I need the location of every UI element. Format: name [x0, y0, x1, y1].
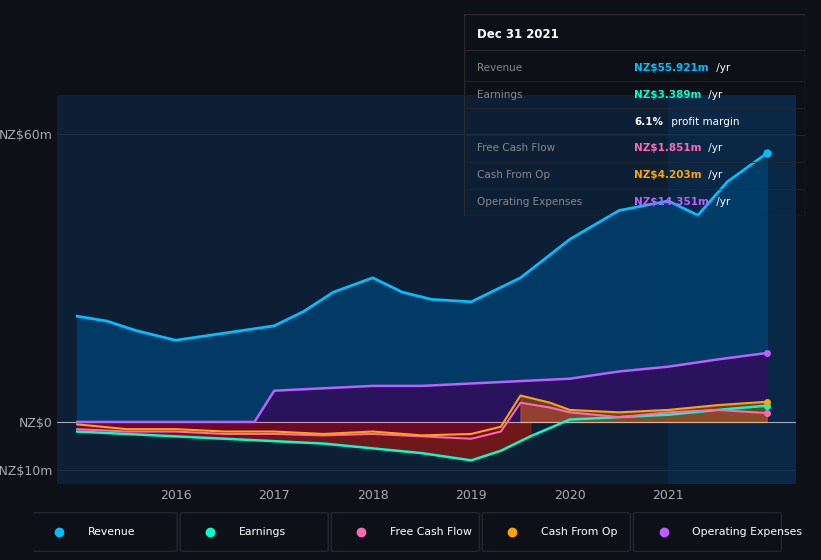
Text: NZ$55.921m: NZ$55.921m: [635, 63, 709, 73]
Text: /yr: /yr: [713, 63, 730, 73]
Text: /yr: /yr: [705, 143, 722, 153]
Text: profit margin: profit margin: [667, 116, 739, 127]
Text: 6.1%: 6.1%: [635, 116, 663, 127]
Text: Revenue: Revenue: [478, 63, 523, 73]
Text: Earnings: Earnings: [478, 90, 523, 100]
Text: NZ$4.203m: NZ$4.203m: [635, 170, 702, 180]
Text: /yr: /yr: [705, 90, 722, 100]
Text: Free Cash Flow: Free Cash Flow: [478, 143, 556, 153]
Text: Free Cash Flow: Free Cash Flow: [390, 527, 472, 537]
Bar: [668, 95, 796, 484]
Text: Dec 31 2021: Dec 31 2021: [478, 28, 559, 41]
Text: Operating Expenses: Operating Expenses: [478, 197, 583, 207]
Text: NZ$1.851m: NZ$1.851m: [635, 143, 702, 153]
Text: Cash From Op: Cash From Op: [541, 527, 617, 537]
Text: Cash From Op: Cash From Op: [478, 170, 551, 180]
Text: /yr: /yr: [705, 170, 722, 180]
Text: Earnings: Earnings: [239, 527, 287, 537]
Text: NZ$14.351m: NZ$14.351m: [635, 197, 709, 207]
Text: Revenue: Revenue: [88, 527, 135, 537]
Text: Operating Expenses: Operating Expenses: [692, 527, 802, 537]
Text: NZ$3.389m: NZ$3.389m: [635, 90, 702, 100]
Text: /yr: /yr: [713, 197, 730, 207]
